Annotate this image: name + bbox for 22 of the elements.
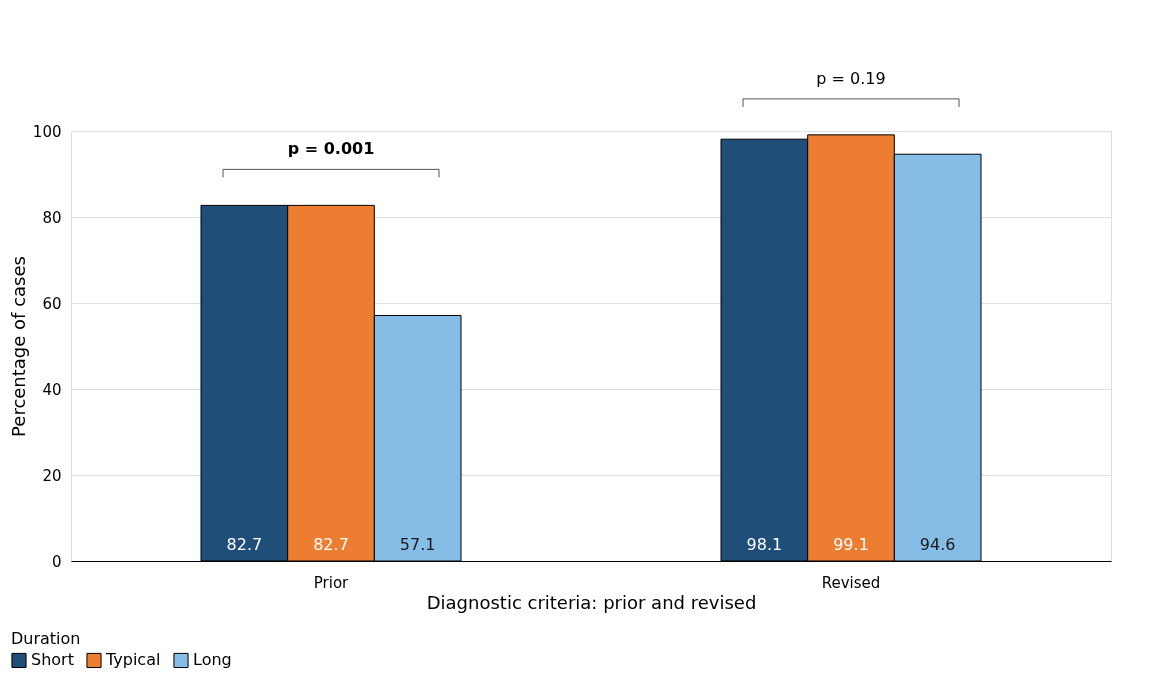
x-tick-label: Revised [821,573,881,592]
x-axis-title: Diagnostic criteria: prior and revised [426,591,757,613]
y-tick-label: 40 [42,380,62,399]
y-tick-label: 80 [42,208,62,227]
data-label: 82.7 [313,535,349,554]
data-label: 99.1 [833,535,869,554]
text: p = 0.19 [816,68,886,88]
legend-label: Typical [105,650,161,670]
data-label: 98.1 [746,535,783,554]
y-axis-title: Percentage of cases [7,256,29,437]
x-tick-label: Prior [313,573,350,592]
legend-label: Short [31,650,74,670]
y-tick-label: 20 [42,466,62,485]
y-tick-label: 100 [32,122,62,141]
data-label: 57.1 [399,535,436,554]
legend-label: Long [193,650,232,670]
data-label: 94.6 [919,535,956,554]
y-tick-label: 0 [51,552,62,571]
data-label: 82.7 [226,535,263,554]
annotation: p = 0.001 [287,139,375,159]
legend-title: Duration [11,629,81,648]
y-tick-label: 60 [42,294,62,313]
